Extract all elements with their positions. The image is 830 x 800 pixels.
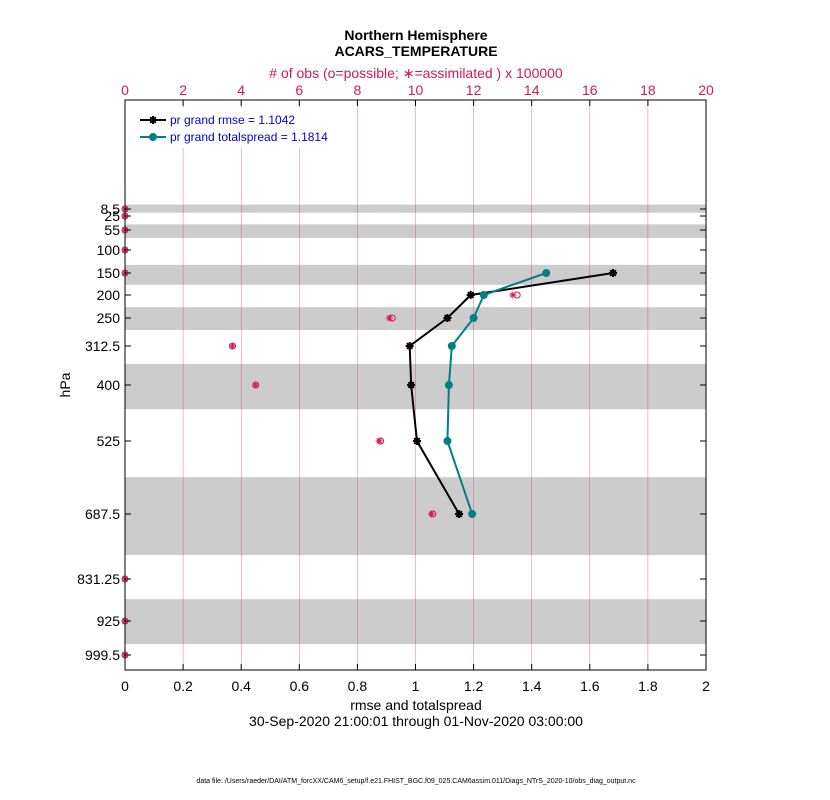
y-tick-label-7: 312.5	[85, 338, 120, 354]
obs-assimilated-10	[427, 510, 435, 518]
y-axis-label: hPa	[57, 372, 73, 397]
series-0-point-6	[455, 510, 464, 518]
series-1-point-6	[468, 510, 477, 518]
y-tick-label-4: 150	[97, 265, 121, 281]
series-1-point-1	[479, 291, 488, 299]
y-tick-label-5: 200	[97, 287, 121, 303]
y-tick-label-11: 831.25	[77, 571, 120, 587]
y-tick-label-0: 8.5	[101, 201, 121, 217]
x-tick-label-10: 2	[702, 678, 710, 694]
x-tick-label-7: 1.4	[522, 678, 542, 694]
x-tick-label-4: 0.8	[348, 678, 368, 694]
y-tick-label-9: 525	[97, 433, 121, 449]
legend-spread-marker	[149, 133, 157, 141]
top-tick-label-3: 6	[295, 82, 303, 98]
y-tick-label-6: 250	[97, 310, 121, 326]
series-1-point-5	[443, 437, 452, 445]
y-tick-label-8: 400	[97, 377, 121, 393]
top-tick-label-0: 0	[121, 82, 129, 98]
x-tick-label-0: 0	[121, 678, 129, 694]
plot-area	[121, 99, 707, 671]
top-axis: 0 2 4 6 8 10 12 14 16 18 20	[121, 82, 714, 106]
chart-title: Northern Hemisphere	[344, 27, 487, 43]
obs-assimilated-7	[228, 342, 236, 350]
series-0-point-5	[412, 437, 421, 445]
obs-assimilated-5	[509, 291, 517, 299]
series-0-point-3	[405, 342, 414, 350]
top-tick-label-1: 2	[179, 82, 187, 98]
y-tick-label-3: 100	[97, 242, 121, 258]
top-tick-label-9: 18	[640, 82, 656, 98]
x-tick-label-6: 1.2	[464, 678, 484, 694]
x-tick-label-9: 1.8	[638, 678, 658, 694]
x-tick-label-3: 0.6	[290, 678, 310, 694]
top-tick-label-7: 14	[524, 82, 540, 98]
top-tick-label-5: 10	[408, 82, 424, 98]
y-tick-label-2: 55	[104, 222, 120, 238]
y-tick-label-10: 687.5	[85, 506, 120, 522]
obs-assimilated-9	[375, 437, 383, 445]
top-axis-label: # of obs (o=possible; ∗=assimilated ) x …	[269, 65, 563, 81]
series-1-point-4	[444, 381, 453, 389]
top-tick-label-4: 8	[354, 82, 362, 98]
obs-assimilated-8	[252, 381, 260, 389]
x-axis: 0 0.2 0.4 0.6 0.8 1 1.2 1.4 1.6 1.8 2	[121, 664, 710, 694]
obs-assimilated-6	[385, 314, 393, 322]
legend-box	[133, 108, 349, 148]
series-lines	[405, 269, 618, 518]
series-0-point-1	[466, 291, 475, 299]
legend-spread-label: pr grand totalspread = 1.1814	[170, 130, 328, 144]
series-0-point-4	[407, 381, 416, 389]
top-tick-label-10: 20	[698, 82, 714, 98]
x-tick-label-8: 1.6	[580, 678, 600, 694]
y-tick-label-13: 999.5	[85, 647, 120, 663]
footnote: data file: /Users/raeder/DAI/ATM_forcXX/…	[196, 778, 636, 785]
legend-rmse-asterisk	[149, 116, 157, 124]
series-1-point-0	[542, 269, 551, 277]
series-1-point-3	[447, 342, 456, 350]
y-tick-label-12: 925	[97, 613, 121, 629]
top-tick-label-6: 12	[466, 82, 482, 98]
date-range: 30-Sep-2020 21:00:01 through 01-Nov-2020…	[249, 713, 583, 729]
y-tick-label-1: 25	[104, 208, 120, 224]
legend-rmse-marker	[149, 116, 157, 124]
series-0-point-2	[443, 314, 452, 322]
legend-rmse-label: pr grand rmse = 1.1042	[170, 113, 295, 127]
chart-subtitle: ACARS_TEMPERATURE	[334, 43, 497, 59]
vertical-grid	[182, 100, 649, 670]
series-0-point-0	[609, 269, 618, 277]
legend: pr grand rmse = 1.1042 pr grand totalspr…	[133, 108, 349, 148]
top-tick-label-2: 4	[237, 82, 245, 98]
x-axis-label: rmse and totalspread	[350, 697, 482, 713]
series-1-point-2	[469, 314, 478, 322]
x-tick-label-2: 0.4	[231, 678, 251, 694]
x-tick-label-1: 0.2	[173, 678, 193, 694]
x-tick-label-5: 1	[412, 678, 420, 694]
top-tick-label-8: 16	[582, 82, 598, 98]
